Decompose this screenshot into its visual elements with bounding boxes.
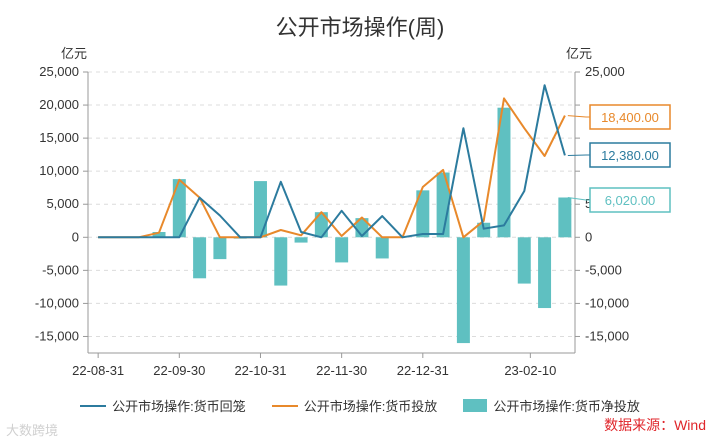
bar-net: [497, 107, 511, 238]
legend-swatch-inject: [271, 404, 298, 407]
bar-net: [253, 181, 267, 238]
y-tick-label-left: -5,000: [42, 262, 79, 277]
x-tick-label: 22-09-30: [153, 363, 205, 378]
y-tick-label-right: -5,000: [585, 262, 622, 277]
y-tick-label-right: 25,000: [585, 64, 625, 79]
line-inject: [98, 97, 566, 239]
legend-item-withdraw[interactable]: 公开市场操作:货币回笼: [80, 396, 246, 415]
y-tick-label-left: -10,000: [35, 295, 79, 310]
legend-swatch-net: [463, 399, 488, 412]
legend-swatch-withdraw: [80, 404, 107, 407]
legend-label-net: 公开市场操作:货币净投放: [493, 399, 640, 414]
y-unit-left: 亿元: [61, 46, 87, 61]
legend-item-net[interactable]: 公开市场操作:货币净投放: [463, 396, 640, 415]
bar-net: [558, 197, 572, 238]
line-withdraw: [98, 84, 566, 239]
callout-box: [589, 187, 671, 213]
y-tick-label-left: -15,000: [35, 328, 79, 343]
source-label: 数据来源：Wind: [604, 417, 706, 433]
bar-net: [477, 222, 491, 238]
legend-label-withdraw: 公开市场操作:货币回笼: [112, 399, 246, 414]
watermark-logo: 大数跨境: [6, 423, 59, 438]
callout-leader: [567, 196, 590, 201]
bar-net: [152, 232, 166, 238]
y-tick-label-left: 5,000: [46, 196, 79, 211]
y-tick-label-left: 15,000: [39, 130, 79, 145]
y-tick-label-left: 20,000: [39, 97, 79, 112]
callout-value: 18,400.00: [601, 110, 659, 125]
callout-box: [589, 142, 671, 168]
legend-item-inject[interactable]: 公开市场操作:货币投放: [271, 396, 438, 415]
callout-box: [589, 104, 671, 130]
bar-net: [517, 237, 531, 284]
bar-net: [416, 190, 430, 238]
chart-title: 公开市场操作(周): [275, 15, 445, 40]
y-tick-label-right: -15,000: [585, 328, 629, 343]
x-tick-label: 22-10-31: [234, 363, 286, 378]
legend[interactable]: 公开市场操作:货币回笼 公开市场操作:货币投放 公开市场操作:货币净投放: [0, 396, 720, 415]
bar-net: [172, 179, 186, 238]
bar-net: [294, 237, 308, 243]
x-tick-label: 22-11-30: [316, 363, 367, 378]
bar-net: [538, 237, 552, 309]
bar-net: [193, 237, 207, 279]
bar-net: [314, 212, 328, 238]
y-tick-label-right: 0: [585, 229, 592, 244]
callout-value: 6,020.00: [605, 193, 656, 208]
y-tick-label-left: 0: [72, 229, 79, 244]
bar-net: [456, 237, 470, 344]
bar-net: [274, 237, 288, 286]
bar-net: [335, 237, 349, 263]
y-tick-label-left: 25,000: [39, 64, 79, 79]
x-tick-label: 23-02-10: [504, 363, 556, 378]
x-tick-label: 22-12-31: [397, 363, 449, 378]
x-tick-label: 22-08-31: [72, 363, 124, 378]
callout-value: 12,380.00: [601, 148, 659, 163]
y-unit-right: 亿元: [566, 46, 592, 61]
callout-leader: [567, 115, 590, 118]
bar-net: [375, 237, 389, 259]
legend-label-inject: 公开市场操作:货币投放: [303, 399, 438, 414]
y-tick-label-right: -10,000: [585, 295, 629, 310]
bar-net: [213, 237, 227, 260]
y-tick-label-left: 10,000: [39, 163, 79, 178]
